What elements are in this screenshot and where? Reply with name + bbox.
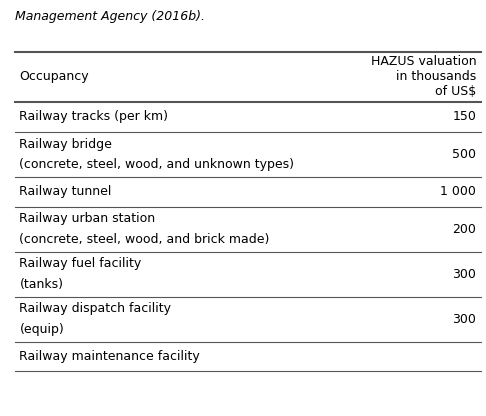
Text: 300: 300 [452, 312, 476, 326]
Text: Occupancy: Occupancy [19, 70, 89, 84]
Text: Railway bridge: Railway bridge [19, 138, 112, 151]
Text: 1 000: 1 000 [440, 185, 476, 198]
Text: (equip): (equip) [19, 323, 64, 336]
Text: Railway maintenance facility: Railway maintenance facility [19, 350, 200, 363]
Text: Railway tunnel: Railway tunnel [19, 185, 112, 198]
Text: 150: 150 [452, 110, 476, 124]
Text: 200: 200 [452, 223, 476, 236]
Text: HAZUS valuation
in thousands
of US$: HAZUS valuation in thousands of US$ [371, 55, 476, 99]
Text: Railway fuel facility: Railway fuel facility [19, 258, 142, 270]
Text: Railway dispatch facility: Railway dispatch facility [19, 302, 172, 315]
Text: 500: 500 [452, 148, 476, 161]
Text: (concrete, steel, wood, and unknown types): (concrete, steel, wood, and unknown type… [19, 158, 295, 171]
Text: (concrete, steel, wood, and brick made): (concrete, steel, wood, and brick made) [19, 233, 270, 246]
Text: Railway urban station: Railway urban station [19, 213, 156, 225]
Text: Railway tracks (per km): Railway tracks (per km) [19, 110, 169, 124]
Text: (tanks): (tanks) [19, 278, 64, 291]
Text: Management Agency (2016b).: Management Agency (2016b). [15, 10, 205, 23]
Text: 300: 300 [452, 267, 476, 281]
